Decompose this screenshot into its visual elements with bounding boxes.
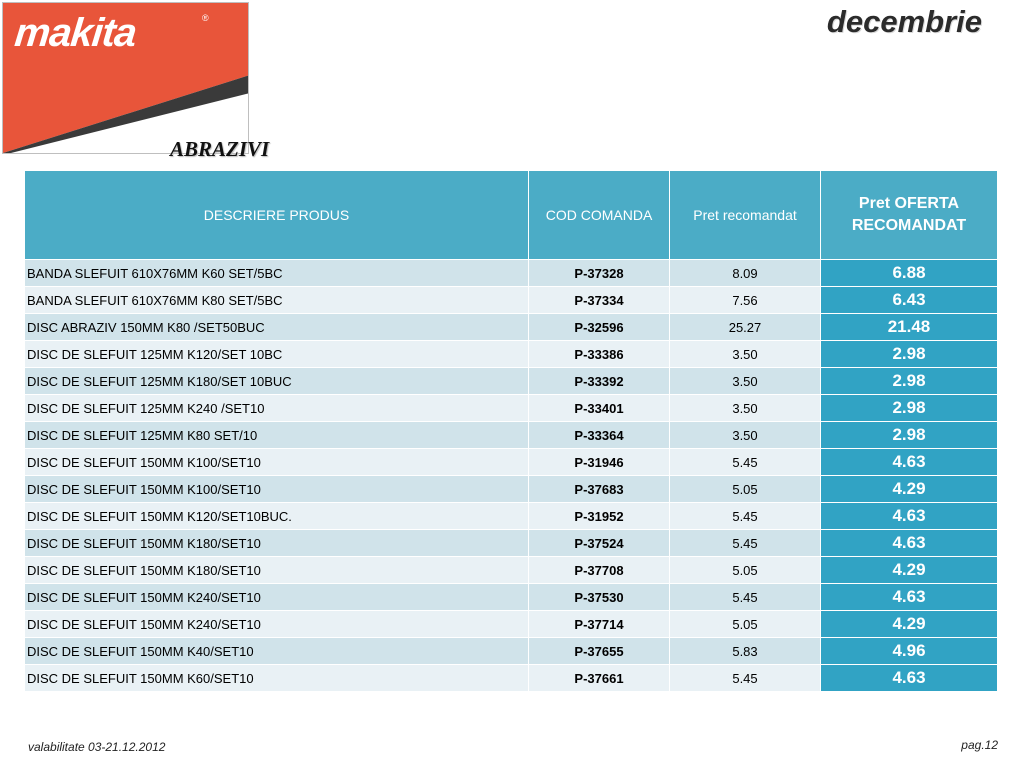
product-description: DISC DE SLEFUIT 150MM K40/SET10: [24, 637, 529, 665]
table-row: DISC DE SLEFUIT 150MM K120/SET10BUC. P-31…: [24, 502, 998, 530]
order-code: P-37334: [528, 286, 670, 314]
table-body: BANDA SLEFUIT 610X76MM K60 SET/5BC P-3732…: [24, 259, 998, 692]
offer-price: 6.43: [820, 286, 998, 314]
offer-price: 4.29: [820, 475, 998, 503]
column-header-recommended-price: Pret recomandat: [669, 170, 821, 260]
offer-price: 4.63: [820, 583, 998, 611]
recommended-price: 7.56: [669, 286, 821, 314]
logo-background: [3, 3, 248, 153]
order-code: P-37714: [528, 610, 670, 638]
recommended-price: 5.45: [669, 664, 821, 692]
recommended-price: 5.83: [669, 637, 821, 665]
offer-price: 6.88: [820, 259, 998, 287]
table-row: DISC DE SLEFUIT 150MM K100/SET10 P-31946 5…: [24, 448, 998, 476]
makita-logo: makita ®: [2, 2, 249, 154]
offer-price: 2.98: [820, 421, 998, 449]
registered-mark: ®: [202, 13, 209, 23]
offer-price: 4.29: [820, 556, 998, 584]
recommended-price: 5.05: [669, 610, 821, 638]
product-description: BANDA SLEFUIT 610X76MM K80 SET/5BC: [24, 286, 529, 314]
offer-price: 4.63: [820, 664, 998, 692]
order-code: P-31946: [528, 448, 670, 476]
price-table: DESCRIERE PRODUS COD COMANDA Pret recoma…: [24, 170, 998, 692]
table-row: DISC DE SLEFUIT 125MM K180/SET 10BUC P-33…: [24, 367, 998, 395]
recommended-price: 25.27: [669, 313, 821, 341]
order-code: P-32596: [528, 313, 670, 341]
product-description: DISC DE SLEFUIT 150MM K100/SET10: [24, 448, 529, 476]
month-title: decembrie: [826, 4, 982, 39]
table-row: DISC DE SLEFUIT 150MM K240/SET10 P-37530 5…: [24, 583, 998, 611]
order-code: P-37708: [528, 556, 670, 584]
product-description: BANDA SLEFUIT 610X76MM K60 SET/5BC: [24, 259, 529, 287]
order-code: P-33392: [528, 367, 670, 395]
product-description: DISC DE SLEFUIT 150MM K100/SET10: [24, 475, 529, 503]
table-row: DISC DE SLEFUIT 125MM K80 SET/10 P-33364 3…: [24, 421, 998, 449]
order-code: P-37655: [528, 637, 670, 665]
table-row: BANDA SLEFUIT 610X76MM K80 SET/5BC P-3733…: [24, 286, 998, 314]
order-code: P-33364: [528, 421, 670, 449]
table-row: DISC DE SLEFUIT 150MM K240/SET10 P-37714 5…: [24, 610, 998, 638]
product-description: DISC DE SLEFUIT 125MM K180/SET 10BUC: [24, 367, 529, 395]
product-description: DISC DE SLEFUIT 150MM K240/SET10: [24, 610, 529, 638]
table-row: DISC DE SLEFUIT 125MM K240 /SET10 P-33401…: [24, 394, 998, 422]
product-description: DISC DE SLEFUIT 125MM K240 /SET10: [24, 394, 529, 422]
product-description: DISC DE SLEFUIT 150MM K180/SET10: [24, 529, 529, 557]
recommended-price: 3.50: [669, 394, 821, 422]
recommended-price: 5.45: [669, 502, 821, 530]
recommended-price: 8.09: [669, 259, 821, 287]
recommended-price: 5.05: [669, 475, 821, 503]
order-code: P-37328: [528, 259, 670, 287]
table-row: DISC DE SLEFUIT 150MM K100/SET10 P-37683 5…: [24, 475, 998, 503]
section-title: ABRAZIVI: [170, 137, 270, 161]
recommended-price: 5.05: [669, 556, 821, 584]
table-header-row: DESCRIERE PRODUS COD COMANDA Pret recoma…: [24, 170, 998, 260]
table-row: BANDA SLEFUIT 610X76MM K60 SET/5BC P-3732…: [24, 259, 998, 287]
order-code: P-37661: [528, 664, 670, 692]
product-description: DISC DE SLEFUIT 125MM K80 SET/10: [24, 421, 529, 449]
offer-price: 2.98: [820, 367, 998, 395]
page-number: pag.12: [961, 738, 998, 752]
recommended-price: 5.45: [669, 448, 821, 476]
recommended-price: 5.45: [669, 583, 821, 611]
recommended-price: 3.50: [669, 340, 821, 368]
product-description: DISC DE SLEFUIT 150MM K240/SET10: [24, 583, 529, 611]
offer-price: 4.29: [820, 610, 998, 638]
recommended-price: 5.45: [669, 529, 821, 557]
table-row: DISC DE SLEFUIT 150MM K40/SET10 P-37655 5.…: [24, 637, 998, 665]
table-row: DISC ABRAZIV 150MM K80 /SET50BUC P-32596 2…: [24, 313, 998, 341]
table-row: DISC DE SLEFUIT 150MM K180/SET10 P-37708 5…: [24, 556, 998, 584]
column-header-offer-price: Pret OFERTA RECOMANDAT: [820, 170, 998, 260]
logo-text: makita: [12, 11, 139, 55]
table-row: DISC DE SLEFUIT 125MM K120/SET 10BC P-333…: [24, 340, 998, 368]
product-description: DISC DE SLEFUIT 150MM K120/SET10BUC.: [24, 502, 529, 530]
order-code: P-33401: [528, 394, 670, 422]
offer-price: 4.96: [820, 637, 998, 665]
offer-price: 21.48: [820, 313, 998, 341]
product-description: DISC DE SLEFUIT 150MM K180/SET10: [24, 556, 529, 584]
product-description: DISC DE SLEFUIT 125MM K120/SET 10BC: [24, 340, 529, 368]
order-code: P-37683: [528, 475, 670, 503]
recommended-price: 3.50: [669, 367, 821, 395]
offer-price: 2.98: [820, 340, 998, 368]
offer-price: 4.63: [820, 502, 998, 530]
offer-price: 4.63: [820, 529, 998, 557]
column-header-code: COD COMANDA: [528, 170, 670, 260]
offer-price: 2.98: [820, 394, 998, 422]
offer-price: 4.63: [820, 448, 998, 476]
validity-note: valabilitate 03-21.12.2012: [28, 740, 166, 754]
recommended-price: 3.50: [669, 421, 821, 449]
order-code: P-31952: [528, 502, 670, 530]
order-code: P-37530: [528, 583, 670, 611]
column-header-description: DESCRIERE PRODUS: [24, 170, 529, 260]
order-code: P-37524: [528, 529, 670, 557]
table-row: DISC DE SLEFUIT 150MM K60/SET10 P-37661 5.…: [24, 664, 998, 692]
product-description: DISC DE SLEFUIT 150MM K60/SET10: [24, 664, 529, 692]
order-code: P-33386: [528, 340, 670, 368]
table-row: DISC DE SLEFUIT 150MM K180/SET10 P-37524 5…: [24, 529, 998, 557]
product-description: DISC ABRAZIV 150MM K80 /SET50BUC: [24, 313, 529, 341]
